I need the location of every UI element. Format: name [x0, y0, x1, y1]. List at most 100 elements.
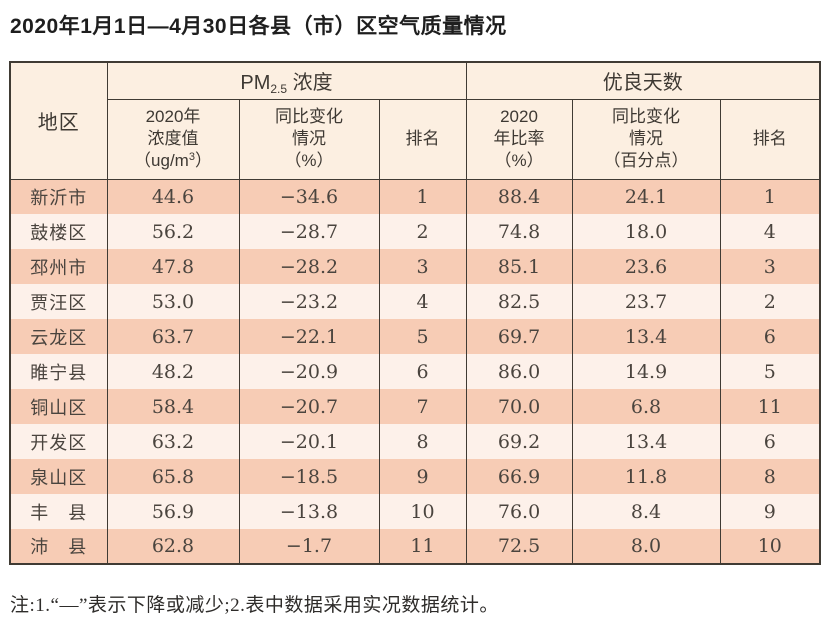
pm-rank-cell: 2 — [378, 214, 467, 249]
pm-change-header-unit: （%） — [284, 151, 334, 171]
pm-value-header-line1: 2020年 — [145, 106, 201, 126]
pm-change-cell: −34.6 — [238, 179, 380, 214]
good-change-cell: 24.1 — [571, 179, 721, 214]
good-ratio-header-unit: （%） — [494, 151, 544, 171]
pm-change-cell: −20.1 — [238, 424, 380, 459]
good-change-column-header: 同比变化 情况 （百分点） — [571, 99, 721, 180]
table-row: 沛 县 62.8 −1.7 11 72.5 8.0 10 — [9, 529, 821, 564]
good-rank-cell: 9 — [719, 494, 821, 529]
pm25-group-header: PM2.5 浓度 — [106, 62, 467, 100]
pm-value-cell: 65.8 — [106, 459, 240, 494]
pm-rank-cell: 3 — [378, 249, 467, 284]
pm-value-cell: 56.2 — [106, 214, 240, 249]
pm-value-cell: 48.2 — [106, 354, 240, 389]
unit-superscript: 3 — [188, 151, 195, 164]
region-cell: 鼓楼区 — [9, 214, 108, 249]
region-cell: 泉山区 — [9, 459, 108, 494]
pm-rank-cell: 6 — [378, 354, 467, 389]
pm-change-cell: −13.8 — [238, 494, 380, 529]
good-change-header-line1: 同比变化 — [612, 106, 681, 126]
pm-change-cell: −20.7 — [238, 389, 380, 424]
good-rank-cell: 6 — [719, 319, 821, 354]
table-row: 丰 县 56.9 −13.8 10 76.0 8.4 9 — [9, 494, 821, 529]
pm-rank-column-header: 排名 — [378, 99, 467, 180]
table-body: 新沂市 44.6 −34.6 1 88.4 24.1 1 鼓楼区 56.2 −2… — [9, 179, 821, 564]
pm-value-column-header: 2020年 浓度值 （ug/m3） — [106, 99, 240, 180]
pm-value-cell: 63.2 — [106, 424, 240, 459]
good-ratio-cell: 82.5 — [465, 284, 573, 319]
good-change-header-unit: （百分点） — [603, 151, 689, 171]
good-change-cell: 23.7 — [571, 284, 721, 319]
region-cell: 睢宁县 — [9, 354, 108, 389]
table-row: 泉山区 65.8 −18.5 9 66.9 11.8 8 — [9, 459, 821, 494]
unit-suffix: ） — [194, 151, 212, 171]
pm-change-cell: −1.7 — [238, 529, 380, 564]
table-row: 贾汪区 53.0 −23.2 4 82.5 23.7 2 — [9, 284, 821, 319]
pm-change-header-line2: 情况 — [292, 128, 326, 148]
good-rank-cell: 6 — [719, 424, 821, 459]
good-ratio-cell: 70.0 — [465, 389, 573, 424]
pm25-label-suffix: 浓度 — [287, 71, 333, 94]
pm-rank-cell: 5 — [378, 319, 467, 354]
group-header-row: 地区 PM2.5 浓度 优良天数 — [9, 62, 821, 180]
good-days-group-header: 优良天数 — [465, 62, 821, 100]
pm-change-header-line1: 同比变化 — [275, 106, 343, 126]
region-cell: 贾汪区 — [9, 284, 108, 319]
pm-value-cell: 63.7 — [106, 319, 240, 354]
good-change-cell: 13.4 — [571, 424, 721, 459]
good-change-cell: 13.4 — [571, 319, 721, 354]
good-rank-column-header: 排名 — [719, 99, 821, 180]
good-ratio-cell: 85.1 — [465, 249, 573, 284]
table-row: 铜山区 58.4 −20.7 7 70.0 6.8 11 — [9, 389, 821, 424]
pm-rank-cell: 7 — [378, 389, 467, 424]
good-ratio-cell: 88.4 — [465, 179, 573, 214]
good-change-cell: 8.4 — [571, 494, 721, 529]
pm-change-cell: −22.1 — [238, 319, 380, 354]
good-rank-cell: 5 — [719, 354, 821, 389]
footnote: 注:1.“—”表示下降或减少;2.表中数据采用实况数据统计。 — [10, 595, 499, 616]
pm-value-cell: 47.8 — [106, 249, 240, 284]
pm-value-cell: 62.8 — [106, 529, 240, 564]
pm-rank-cell: 9 — [378, 459, 467, 494]
pm-rank-cell: 4 — [378, 284, 467, 319]
good-change-cell: 18.0 — [571, 214, 721, 249]
good-ratio-header-line2: 年比率 — [493, 128, 545, 148]
good-change-cell: 14.9 — [571, 354, 721, 389]
pm-value-cell: 44.6 — [106, 179, 240, 214]
good-ratio-cell: 69.2 — [465, 424, 573, 459]
region-cell: 开发区 — [9, 424, 108, 459]
region-cell: 云龙区 — [9, 319, 108, 354]
pm-value-cell: 58.4 — [106, 389, 240, 424]
good-ratio-cell: 69.7 — [465, 319, 573, 354]
table-row: 鼓楼区 56.2 −28.7 2 74.8 18.0 4 — [9, 214, 821, 249]
good-ratio-cell: 66.9 — [465, 459, 573, 494]
unit-prefix: （ug/m — [134, 151, 189, 171]
good-ratio-cell: 74.8 — [465, 214, 573, 249]
good-rank-cell: 4 — [719, 214, 821, 249]
pm-value-cell: 53.0 — [106, 284, 240, 319]
pm25-label-subscript: 2.5 — [270, 81, 288, 96]
pm-rank-cell: 10 — [378, 494, 467, 529]
table-row: 新沂市 44.6 −34.6 1 88.4 24.1 1 — [9, 179, 821, 214]
region-column-header: 地区 — [9, 62, 108, 180]
pm-rank-cell: 11 — [378, 529, 467, 564]
region-cell: 邳州市 — [9, 249, 108, 284]
good-change-cell: 23.6 — [571, 249, 721, 284]
good-ratio-header-line1: 2020 — [500, 106, 538, 126]
pm-change-cell: −20.9 — [238, 354, 380, 389]
good-ratio-cell: 86.0 — [465, 354, 573, 389]
good-change-cell: 11.8 — [571, 459, 721, 494]
good-ratio-cell: 72.5 — [465, 529, 573, 564]
good-rank-cell: 11 — [719, 389, 821, 424]
page-title: 2020年1月1日—4月30日各县（市）区空气质量情况 — [10, 15, 507, 38]
region-cell: 丰 县 — [9, 494, 108, 529]
pm-value-header-line2: 浓度值 — [147, 128, 199, 148]
good-rank-cell: 1 — [719, 179, 821, 214]
pm-change-cell: −28.2 — [238, 249, 380, 284]
good-change-cell: 8.0 — [571, 529, 721, 564]
region-cell: 铜山区 — [9, 389, 108, 424]
table-row: 睢宁县 48.2 −20.9 6 86.0 14.9 5 — [9, 354, 821, 389]
good-ratio-column-header: 2020 年比率 （%） — [465, 99, 573, 180]
pm-rank-cell: 1 — [378, 179, 467, 214]
good-change-cell: 6.8 — [571, 389, 721, 424]
